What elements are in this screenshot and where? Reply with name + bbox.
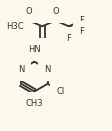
Text: N: N <box>44 65 51 74</box>
Text: F: F <box>66 34 71 43</box>
Text: HN: HN <box>28 45 41 54</box>
Text: Cl: Cl <box>57 87 65 96</box>
Text: F: F <box>80 16 84 25</box>
Text: N: N <box>18 65 24 74</box>
Text: F: F <box>80 27 84 36</box>
Text: CH3: CH3 <box>26 99 43 108</box>
Text: H3C: H3C <box>6 22 24 31</box>
Text: O: O <box>26 7 32 16</box>
Text: O: O <box>52 7 59 16</box>
